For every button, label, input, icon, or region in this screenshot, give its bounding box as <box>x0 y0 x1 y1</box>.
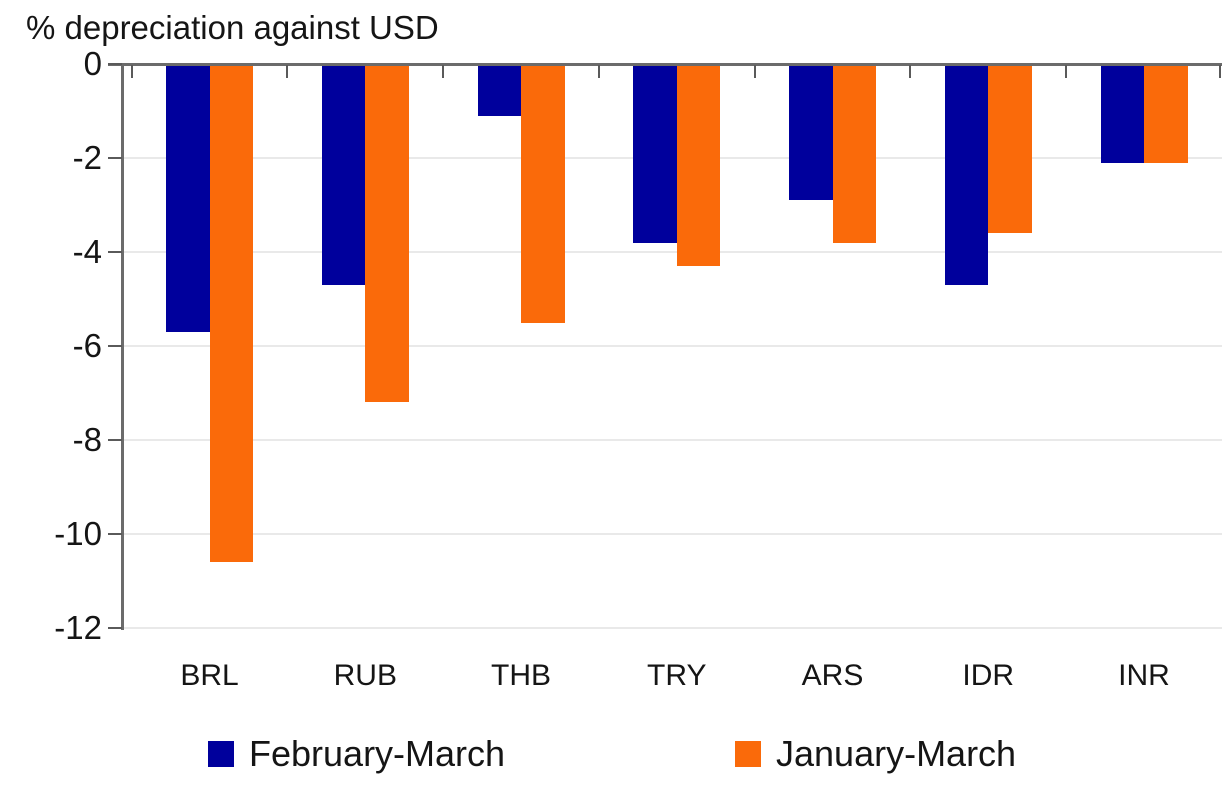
y-axis-label: -4 <box>72 233 102 270</box>
x-axis-label-try: TRY <box>647 659 707 692</box>
y-axis-label: -8 <box>72 421 102 458</box>
y-axis-tick <box>108 533 122 535</box>
top-axis-tick <box>909 65 912 78</box>
x-axis-label-thb: THB <box>491 659 552 692</box>
y-axis-line <box>121 63 124 630</box>
legend-swatch-february-march <box>208 741 234 767</box>
bar-january-march-idr <box>988 66 1032 234</box>
y-axis-label: -12 <box>54 609 102 646</box>
x-axis-line <box>108 63 1222 66</box>
y-axis-label: 0 <box>83 45 102 82</box>
top-axis-tick <box>1218 65 1221 78</box>
top-axis-tick <box>1065 65 1068 78</box>
gridline <box>124 251 1222 253</box>
top-axis-tick <box>753 65 756 78</box>
top-axis-tick <box>597 65 600 78</box>
y-axis-tick <box>108 439 122 441</box>
gridline <box>124 439 1222 441</box>
x-axis-label-brl: BRL <box>180 659 239 692</box>
bar-january-march-brl <box>209 66 254 563</box>
bar-february-march-rub <box>321 66 366 285</box>
y-axis-label: -6 <box>72 327 102 364</box>
gridline <box>124 533 1222 535</box>
legend-item-january-march: January-March <box>735 735 1016 773</box>
top-axis-tick <box>286 65 289 78</box>
y-axis-tick <box>108 157 122 159</box>
y-axis-tick <box>108 627 122 629</box>
legend-label-february-march: February-March <box>249 733 506 774</box>
x-axis-label-ars: ARS <box>801 659 864 692</box>
legend-label-january-march: January-March <box>776 733 1017 774</box>
bar-february-march-thb <box>477 66 522 116</box>
bar-january-march-thb <box>521 66 565 323</box>
x-axis-label-idr: IDR <box>962 659 1015 692</box>
legend-item-february-march: February-March <box>208 735 505 773</box>
gridline <box>124 345 1222 347</box>
bar-january-march-rub <box>365 66 409 403</box>
bar-january-march-try <box>676 66 721 267</box>
bar-february-march-ars <box>789 66 833 201</box>
y-axis-label: -2 <box>72 139 102 176</box>
y-axis-tick <box>108 251 122 253</box>
x-axis-label-inr: INR <box>1118 659 1170 692</box>
gridline <box>124 627 1222 629</box>
bar-january-march-inr <box>1144 66 1188 163</box>
top-axis-tick <box>442 65 445 78</box>
legend-swatch-january-march <box>735 741 761 767</box>
bar-january-march-ars <box>832 66 877 243</box>
bar-february-march-inr <box>1100 66 1144 163</box>
x-axis-label-rub: RUB <box>333 659 397 692</box>
y-axis-label: -10 <box>54 515 102 552</box>
bar-february-march-brl <box>166 66 210 332</box>
top-axis-tick <box>130 65 133 78</box>
y-axis-tick <box>108 345 122 347</box>
bar-february-march-idr <box>944 66 989 285</box>
chart-title: % depreciation against USD <box>26 9 439 46</box>
bar-february-march-try <box>633 66 677 243</box>
y-axis-tick <box>108 63 122 65</box>
